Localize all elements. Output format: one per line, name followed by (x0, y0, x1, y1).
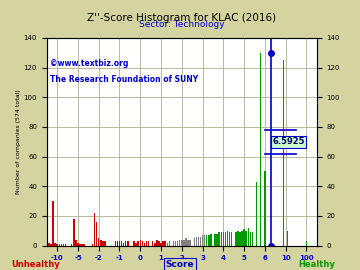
Title: Z''-Score Histogram for KLAC (2016): Z''-Score Histogram for KLAC (2016) (87, 13, 276, 23)
Bar (306, 241, 307, 246)
Bar (198, 237, 199, 246)
Bar (179, 240, 180, 246)
Bar (194, 238, 195, 246)
Bar (216, 234, 218, 246)
Bar (138, 241, 139, 246)
Text: Sector: Technology: Sector: Technology (139, 21, 225, 29)
Bar (117, 241, 118, 246)
Bar (81, 244, 83, 246)
Bar (221, 232, 222, 246)
Bar (140, 240, 141, 246)
Bar (225, 232, 226, 246)
Bar (264, 171, 266, 246)
Text: Healthy: Healthy (298, 260, 335, 269)
Bar (84, 244, 85, 246)
Bar (260, 53, 261, 246)
Bar (48, 243, 50, 246)
Bar (96, 222, 97, 246)
Bar (241, 231, 243, 246)
Text: 6.5925: 6.5925 (272, 137, 305, 146)
Bar (121, 241, 122, 246)
Text: Score: Score (166, 260, 194, 269)
Bar (206, 235, 207, 246)
Bar (175, 241, 176, 246)
Bar (79, 244, 81, 246)
Bar (152, 241, 153, 246)
Bar (181, 240, 183, 246)
Bar (119, 241, 120, 246)
Bar (189, 240, 191, 246)
Bar (185, 238, 187, 246)
Bar (162, 241, 164, 246)
Bar (287, 231, 288, 246)
Bar (102, 241, 104, 246)
Bar (60, 244, 62, 246)
Bar (229, 232, 230, 246)
Bar (92, 244, 93, 246)
Bar (256, 182, 257, 246)
Bar (183, 240, 185, 246)
Bar (156, 240, 158, 246)
Bar (54, 243, 56, 246)
Bar (114, 241, 116, 246)
Bar (148, 241, 149, 246)
Bar (73, 219, 75, 246)
Bar (214, 234, 216, 246)
Bar (160, 243, 162, 246)
Bar (104, 241, 106, 246)
Bar (100, 240, 102, 246)
Bar (57, 244, 58, 246)
Bar (50, 244, 52, 246)
Bar (219, 232, 220, 246)
Text: Unhealthy: Unhealthy (12, 260, 60, 269)
Bar (231, 232, 232, 246)
Bar (195, 237, 197, 246)
Bar (204, 235, 205, 246)
Bar (125, 241, 126, 246)
Bar (167, 243, 168, 246)
Bar (200, 237, 201, 246)
Bar (252, 232, 253, 246)
Bar (235, 232, 237, 246)
Bar (141, 241, 143, 246)
Bar (75, 240, 77, 246)
Bar (71, 244, 72, 246)
Bar (222, 232, 224, 246)
Y-axis label: Number of companies (574 total): Number of companies (574 total) (16, 89, 21, 194)
Bar (52, 201, 54, 246)
Bar (248, 228, 249, 246)
Bar (77, 243, 79, 246)
Bar (158, 241, 160, 246)
Bar (210, 234, 212, 246)
Bar (63, 244, 64, 246)
Bar (65, 244, 66, 246)
Bar (227, 231, 228, 246)
Bar (177, 241, 178, 246)
Bar (59, 244, 60, 246)
Bar (144, 243, 145, 246)
Bar (202, 235, 203, 246)
Bar (239, 232, 241, 246)
Bar (246, 231, 247, 246)
Bar (135, 243, 137, 246)
Bar (173, 241, 174, 246)
Bar (283, 60, 284, 246)
Bar (123, 243, 124, 246)
Bar (237, 231, 239, 246)
Bar (243, 230, 245, 246)
Bar (154, 243, 156, 246)
Bar (249, 232, 251, 246)
Bar (133, 241, 135, 246)
Text: ©www.textbiz.org: ©www.textbiz.org (50, 59, 128, 68)
Bar (94, 213, 95, 246)
Bar (165, 241, 166, 246)
Bar (98, 238, 99, 246)
Bar (168, 241, 170, 246)
Text: The Research Foundation of SUNY: The Research Foundation of SUNY (50, 75, 198, 84)
Bar (127, 241, 129, 246)
Bar (208, 235, 210, 246)
Bar (187, 240, 189, 246)
Bar (146, 241, 147, 246)
